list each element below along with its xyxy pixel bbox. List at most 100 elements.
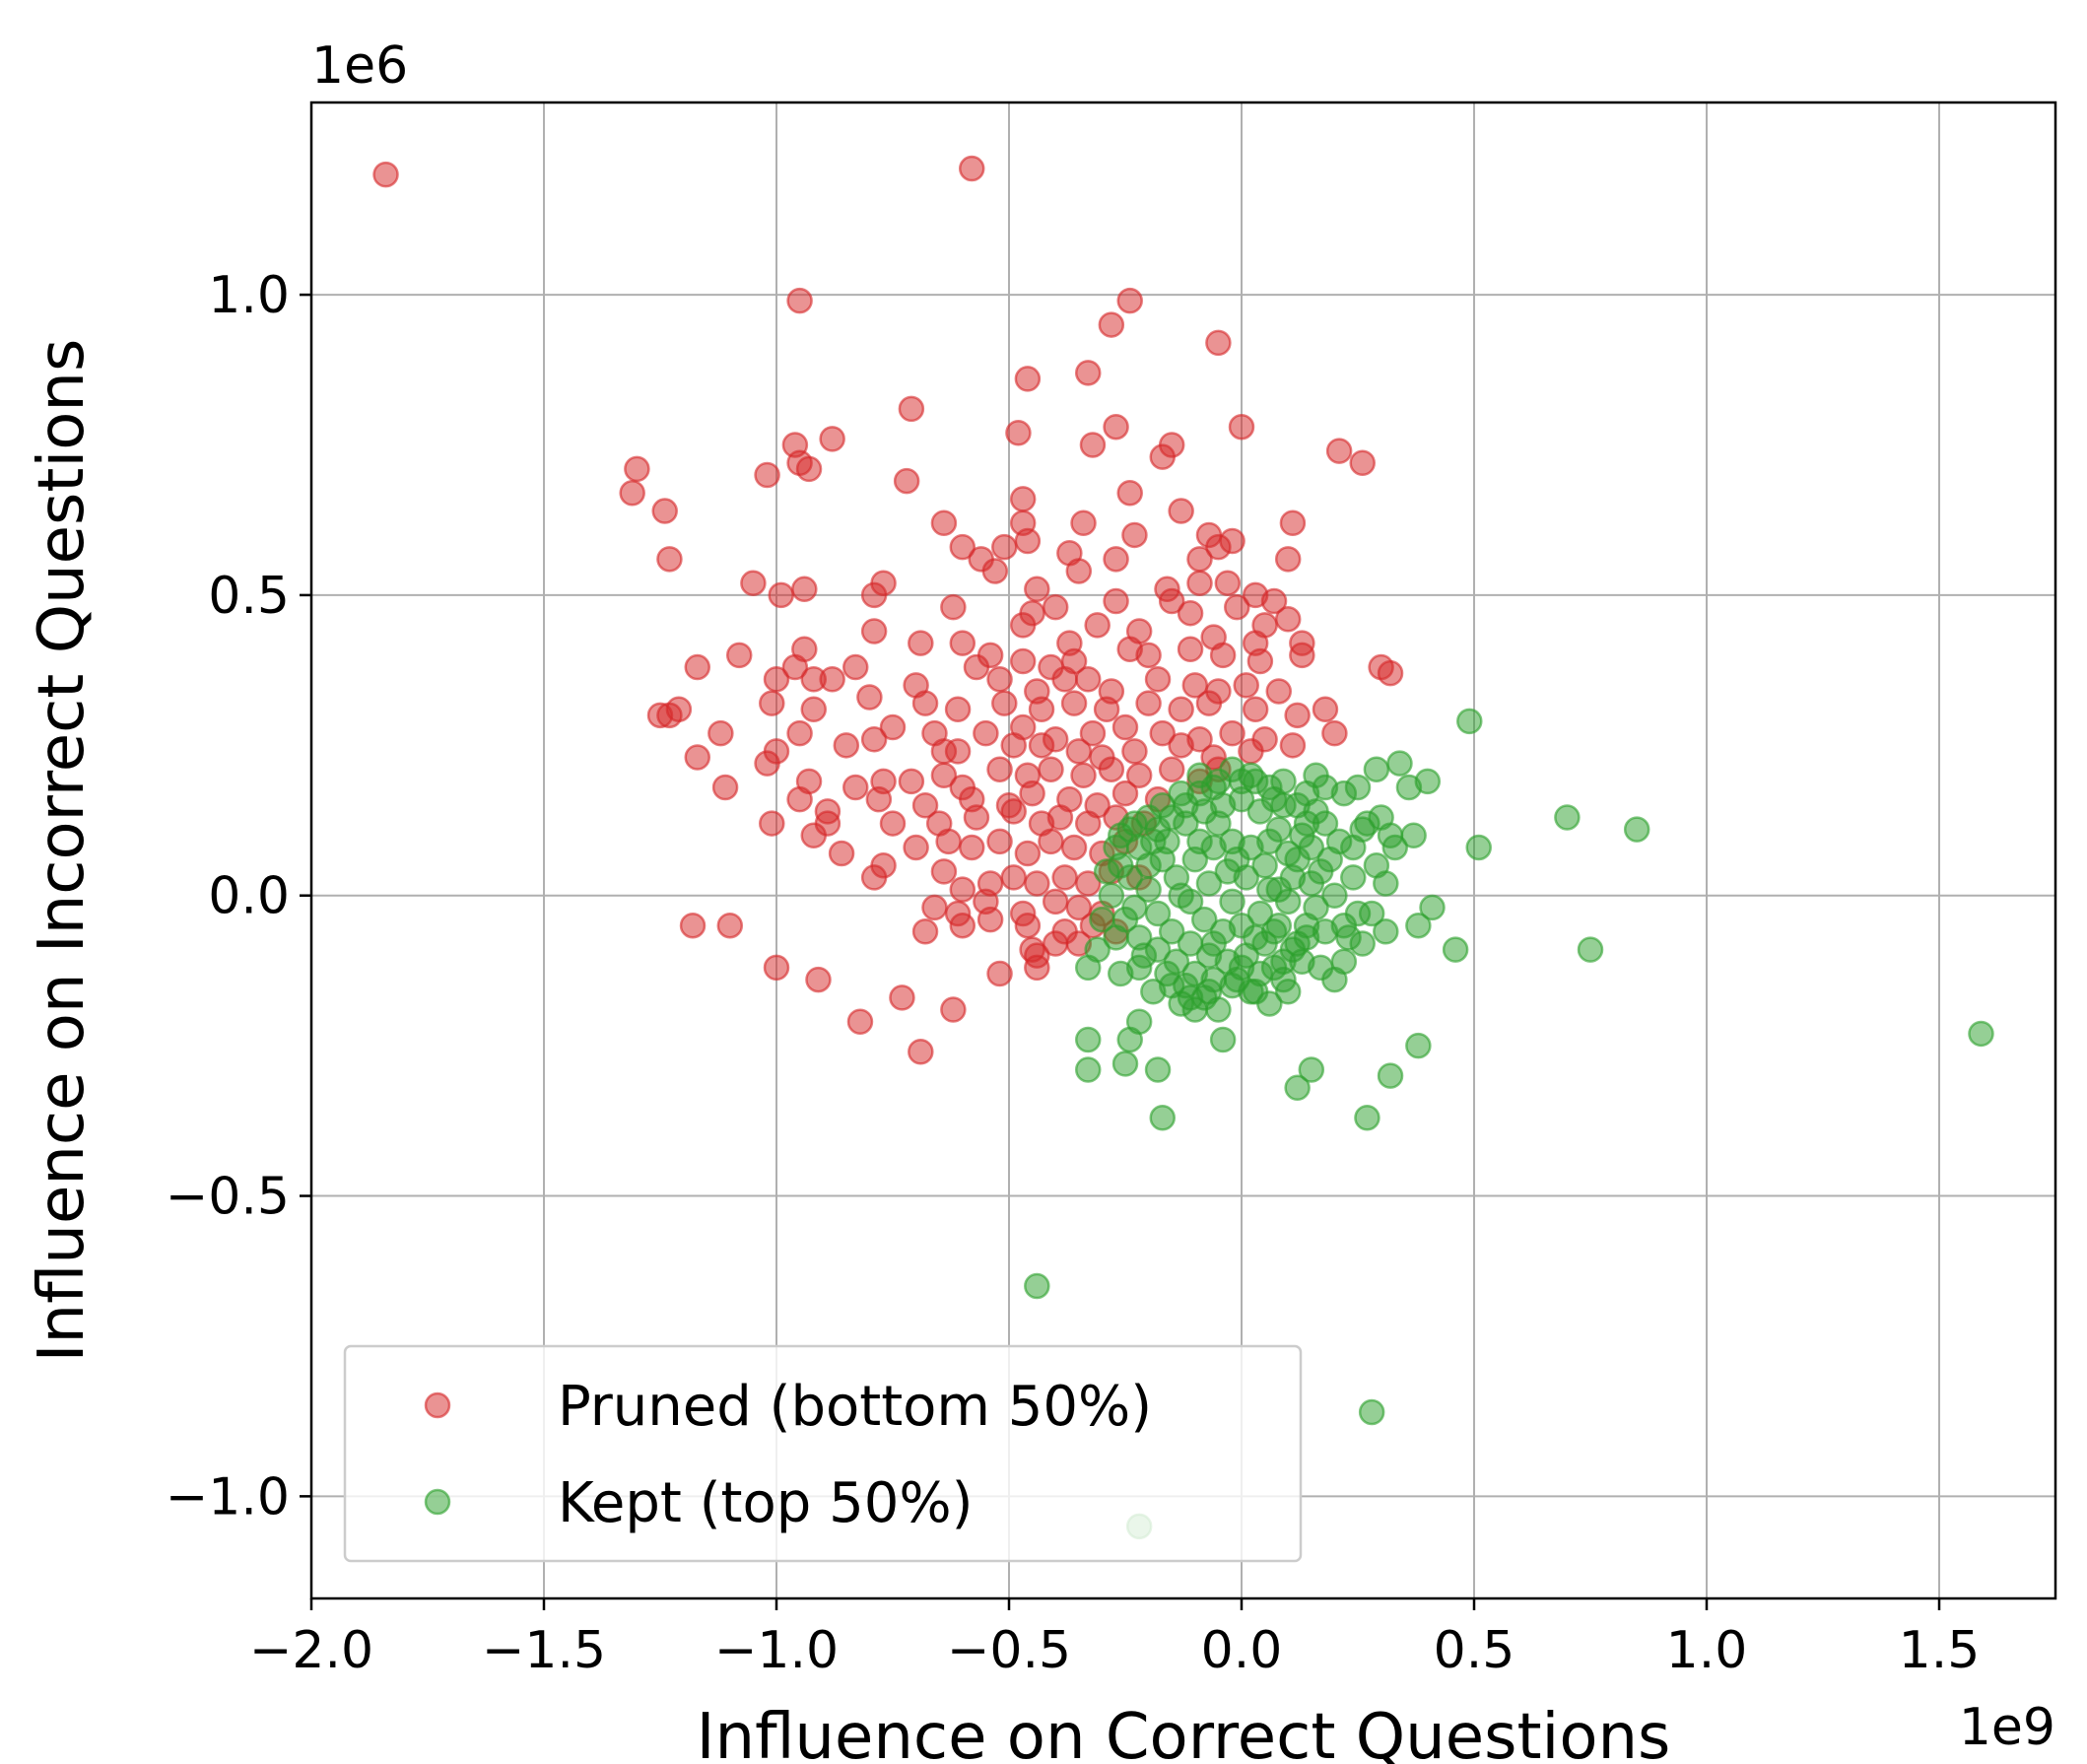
data-point (1228, 954, 1255, 982)
data-point (800, 696, 828, 722)
data-point (865, 785, 893, 813)
data-point (1051, 666, 1078, 693)
data-point (1186, 828, 1213, 855)
data-point (898, 395, 925, 423)
data-point (665, 696, 693, 722)
data-point (819, 426, 845, 452)
x-tick-label: −0.5 (947, 1621, 1071, 1680)
data-point (1149, 443, 1177, 470)
data-point (1098, 882, 1125, 909)
data-point (791, 576, 818, 603)
data-point (1144, 1056, 1172, 1083)
data-point (1168, 696, 1194, 722)
data-point (1074, 360, 1102, 386)
data-point (651, 498, 678, 524)
data-point (1093, 696, 1120, 722)
data-point (949, 630, 976, 656)
data-point (1074, 1056, 1102, 1083)
data-point (911, 690, 939, 716)
data-point (1158, 587, 1185, 615)
data-point (786, 785, 813, 813)
y-tick-label: −1.0 (166, 1467, 290, 1527)
data-point (1168, 498, 1194, 524)
data-point (1349, 816, 1376, 843)
data-point (1358, 1398, 1385, 1426)
data-point (889, 984, 915, 1011)
data-point (1233, 672, 1259, 699)
data-point (833, 732, 860, 759)
data-point (1205, 329, 1232, 357)
data-point (944, 738, 972, 765)
data-point (1265, 876, 1293, 903)
data-point (963, 804, 990, 831)
data-point (1014, 366, 1042, 392)
data-point (1135, 642, 1162, 669)
data-point (1246, 647, 1274, 675)
data-point (1321, 882, 1348, 909)
data-point (940, 593, 967, 621)
data-point (1405, 1032, 1432, 1059)
y-tick-label: 0.0 (208, 867, 290, 926)
data-point (814, 810, 842, 837)
x-tick-label: 0.5 (1434, 1621, 1515, 1680)
data-point (1060, 690, 1088, 716)
data-point (908, 1038, 934, 1065)
data-point (1405, 912, 1432, 939)
data-point (1051, 864, 1078, 891)
data-point (1200, 930, 1227, 957)
data-point (1144, 666, 1172, 693)
data-point (1968, 1020, 1994, 1048)
data-point (1312, 696, 1339, 722)
data-point (949, 876, 976, 903)
data-point (754, 461, 780, 489)
data-point (1554, 804, 1581, 831)
data-point (1009, 647, 1037, 675)
data-point (828, 840, 855, 867)
data-point (1186, 780, 1213, 807)
data-point (1623, 816, 1650, 843)
data-point (991, 533, 1018, 561)
data-point (754, 750, 780, 777)
data-point (1108, 851, 1134, 879)
data-point (1111, 780, 1139, 807)
data-point (1149, 846, 1177, 873)
data-point (1256, 828, 1283, 855)
data-point (1251, 851, 1278, 879)
data-point (1111, 1051, 1139, 1077)
data-point (1065, 558, 1093, 584)
data-point (976, 906, 1004, 933)
data-point (819, 666, 845, 693)
data-point (740, 570, 767, 596)
data-point (759, 690, 785, 716)
axis-ticks: −2.0 −1.5 −1.0 −0.5 0.0 0.5 1.0 1.5 −1.0 −0.5 0.0 0… (166, 266, 1981, 1680)
data-point (624, 455, 650, 483)
data-point (1149, 719, 1177, 747)
data-point (1168, 882, 1194, 909)
data-point (1060, 834, 1088, 861)
data-point (1065, 738, 1093, 765)
data-point (930, 509, 958, 536)
data-point (963, 653, 990, 681)
data-point (1098, 756, 1125, 782)
data-point (944, 696, 972, 722)
data-point (1144, 900, 1172, 927)
data-point (1316, 846, 1343, 873)
data-point (1103, 587, 1129, 615)
data-point (930, 858, 958, 885)
data-point (1284, 930, 1311, 957)
data-point (986, 666, 1013, 693)
data-point (781, 653, 809, 681)
data-point (1158, 804, 1185, 831)
data-point (1158, 918, 1185, 945)
data-point (1381, 834, 1409, 861)
plot-frame (309, 101, 2057, 1600)
data-point (1108, 822, 1134, 849)
data-point (1135, 690, 1162, 716)
data-point (1070, 762, 1097, 789)
data-point (973, 719, 999, 747)
data-point (935, 828, 962, 855)
data-point (1205, 810, 1232, 837)
data-point (930, 762, 958, 789)
legend-label-kept: Kept (top 50%) (558, 1471, 973, 1535)
data-point (986, 756, 1013, 782)
